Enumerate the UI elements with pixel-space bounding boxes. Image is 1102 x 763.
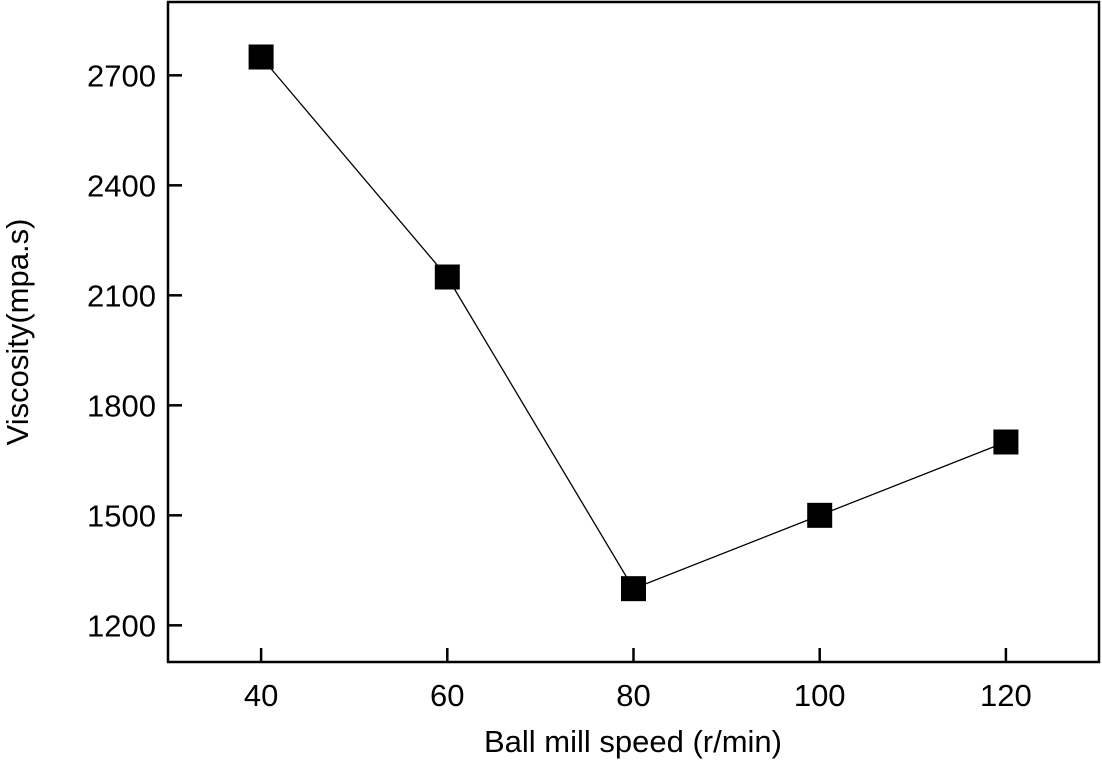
- x-tick-label: 60: [430, 678, 464, 713]
- x-tick-label: 100: [794, 678, 846, 713]
- y-tick-label: 2100: [87, 278, 156, 313]
- x-tick-label: 120: [980, 678, 1032, 713]
- y-tick-label: 1500: [87, 498, 156, 533]
- y-axis-title: Viscosity(mpa.s): [0, 219, 35, 446]
- x-axis-title: Ball mill speed (r/min): [484, 724, 782, 759]
- y-tick-label: 1800: [87, 388, 156, 423]
- y-tick-label: 2400: [87, 168, 156, 203]
- data-point-marker: [434, 264, 460, 290]
- series-line: [260, 56, 1007, 590]
- data-point-marker: [993, 429, 1019, 455]
- plot-frame: [166, 0, 1101, 664]
- data-point-marker: [248, 44, 274, 70]
- x-tick-label: 80: [616, 678, 650, 713]
- y-tick-label: 1200: [87, 608, 156, 643]
- data-point-marker: [807, 502, 833, 528]
- data-point-marker: [621, 576, 646, 602]
- y-tick-label: 2700: [87, 58, 156, 93]
- x-tick-label: 40: [244, 678, 278, 713]
